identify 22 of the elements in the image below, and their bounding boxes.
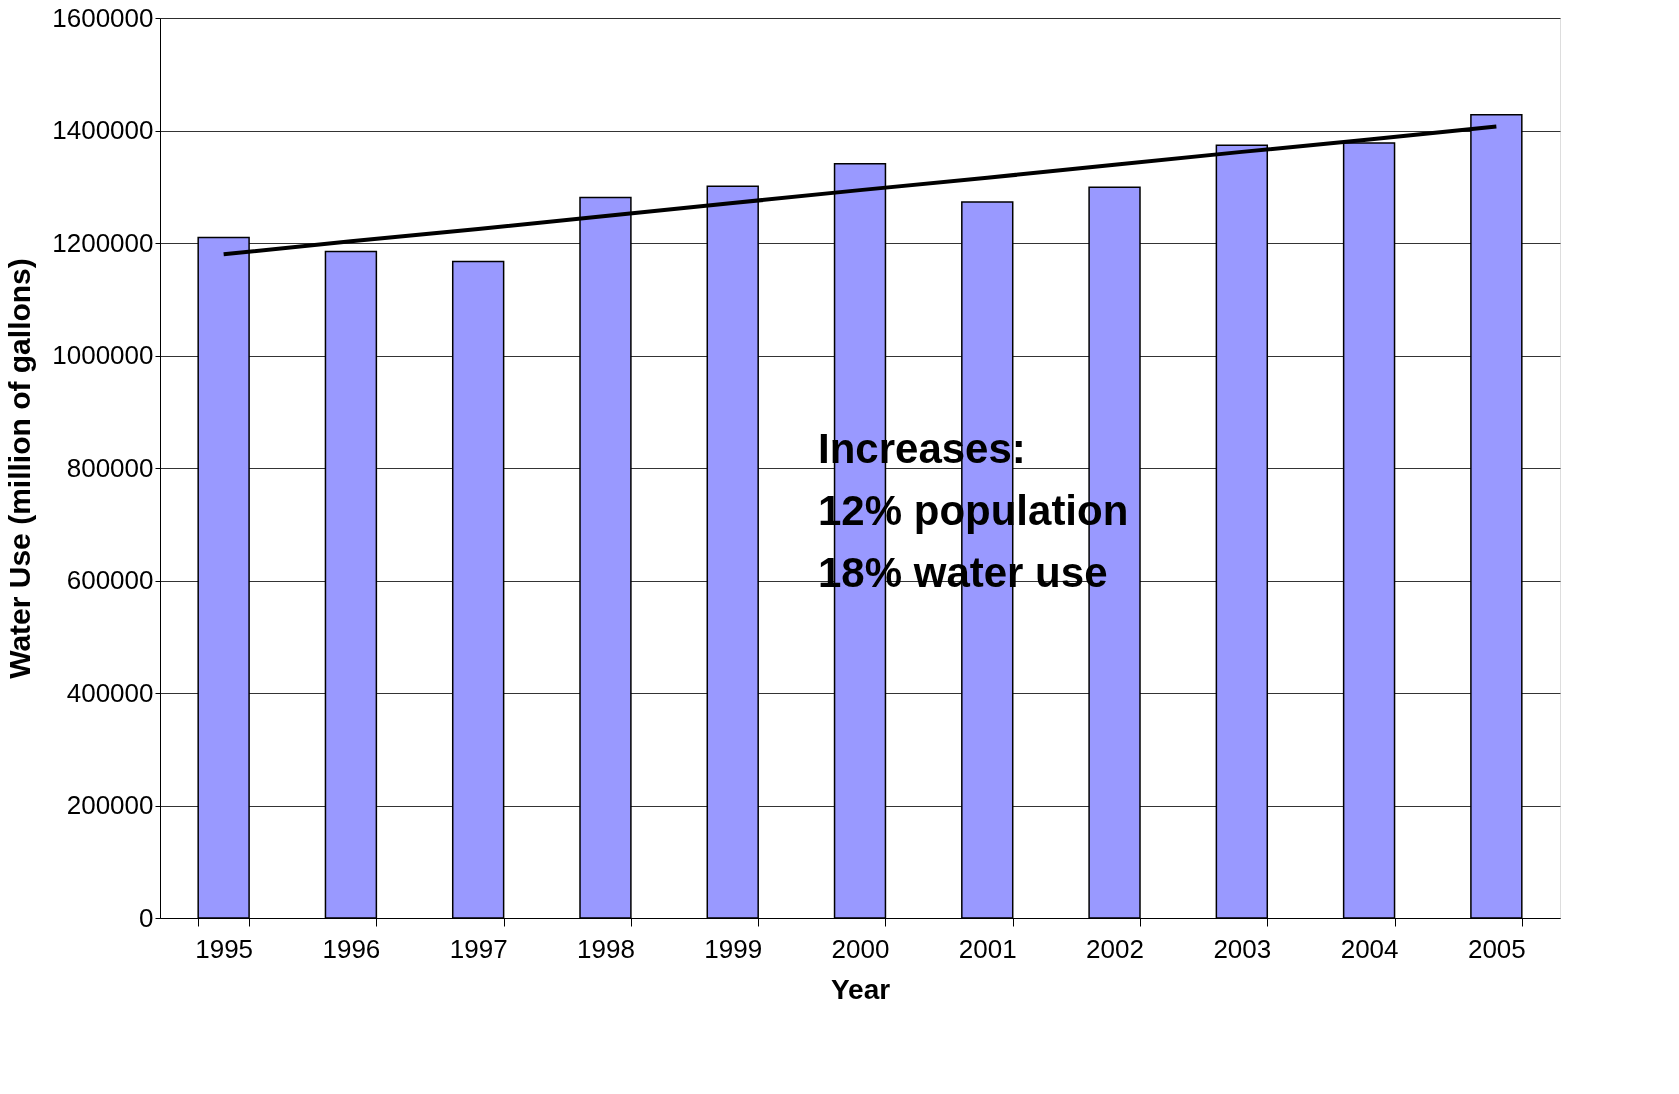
x-tick-label: 2000 (831, 933, 890, 964)
y-tick-label: 600000 (66, 565, 154, 595)
y-tick-label: 1200000 (52, 227, 154, 258)
y-tick-label: 1000000 (52, 340, 154, 370)
x-tick-label: 1999 (704, 933, 763, 964)
y-tick-label: 400000 (66, 677, 154, 708)
y-tick-label: 1600000 (52, 2, 154, 33)
x-tick-label: 2003 (1213, 933, 1272, 964)
y-tick-label: 1400000 (52, 115, 154, 145)
x-tick-label: 2001 (958, 933, 1017, 964)
x-tick-label: 1996 (322, 933, 381, 964)
y-tick-label: 200000 (66, 790, 154, 820)
x-tick-label: 2004 (1340, 933, 1399, 964)
y-tick-label: 0 (139, 902, 154, 933)
x-tick-label: 2002 (1086, 933, 1144, 964)
x-axis-title: Year (830, 973, 891, 1005)
x-tick-label: 2005 (1467, 933, 1526, 964)
x-tick-label: 1998 (577, 933, 635, 964)
y-tick-label: 800000 (66, 452, 154, 483)
y-axis-title: Water Use (million of gallons) (3, 258, 37, 679)
x-tick-label: 1995 (195, 933, 254, 964)
x-tick-label: 1997 (449, 933, 508, 964)
